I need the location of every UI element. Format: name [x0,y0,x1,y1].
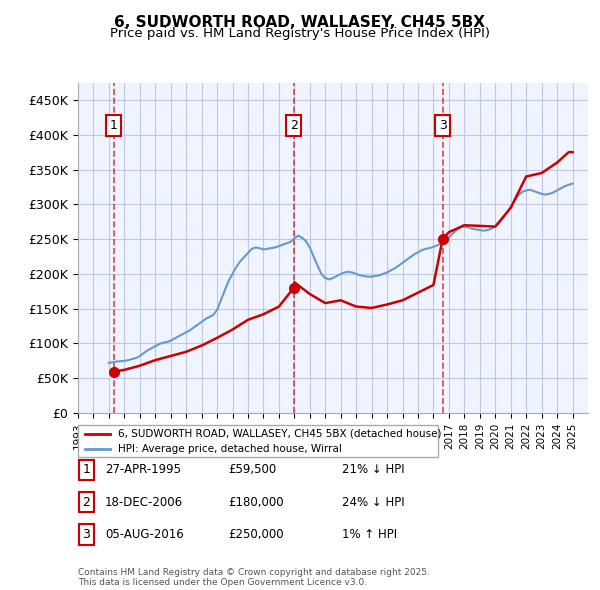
Text: 6, SUDWORTH ROAD, WALLASEY, CH45 5BX (detached house): 6, SUDWORTH ROAD, WALLASEY, CH45 5BX (de… [118,429,441,439]
Text: 24% ↓ HPI: 24% ↓ HPI [342,496,404,509]
Text: 1: 1 [82,463,91,476]
Text: 1% ↑ HPI: 1% ↑ HPI [342,528,397,541]
FancyBboxPatch shape [79,492,94,512]
Text: 27-APR-1995: 27-APR-1995 [105,463,181,476]
Text: 2: 2 [82,496,91,509]
Text: 6, SUDWORTH ROAD, WALLASEY, CH45 5BX: 6, SUDWORTH ROAD, WALLASEY, CH45 5BX [115,15,485,30]
FancyBboxPatch shape [79,525,94,545]
FancyBboxPatch shape [79,460,94,480]
Text: 2: 2 [290,119,298,132]
Text: HPI: Average price, detached house, Wirral: HPI: Average price, detached house, Wirr… [118,444,341,454]
Text: 3: 3 [82,528,91,541]
Text: £250,000: £250,000 [228,528,284,541]
Text: Price paid vs. HM Land Registry's House Price Index (HPI): Price paid vs. HM Land Registry's House … [110,27,490,40]
Text: 21% ↓ HPI: 21% ↓ HPI [342,463,404,476]
Text: Contains HM Land Registry data © Crown copyright and database right 2025.
This d: Contains HM Land Registry data © Crown c… [78,568,430,587]
Text: 18-DEC-2006: 18-DEC-2006 [105,496,183,509]
FancyBboxPatch shape [78,425,438,457]
Text: 1: 1 [110,119,118,132]
Text: 05-AUG-2016: 05-AUG-2016 [105,528,184,541]
Text: 3: 3 [439,119,446,132]
Text: £59,500: £59,500 [228,463,276,476]
Text: £180,000: £180,000 [228,496,284,509]
